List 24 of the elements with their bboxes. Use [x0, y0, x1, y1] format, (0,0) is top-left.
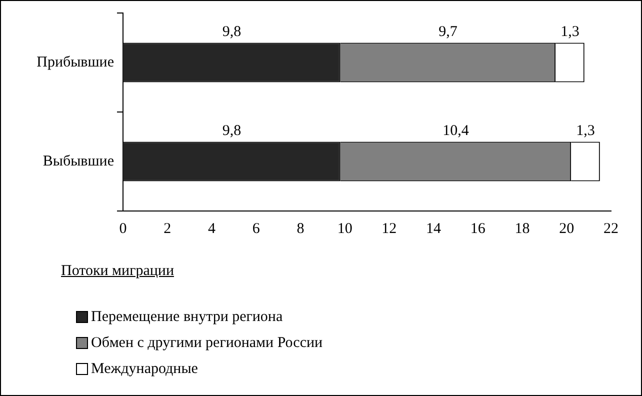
- data-label: 1,3: [560, 24, 580, 40]
- x-tick-label: 2: [164, 220, 172, 237]
- data-label: 9,8: [222, 123, 242, 140]
- data-label: 9,8: [222, 24, 242, 40]
- x-tick-label: 8: [296, 220, 304, 237]
- data-label: 10,4: [442, 123, 470, 140]
- legend-label: Перемещение внутри региона: [91, 308, 283, 326]
- x-tick-label: 16: [470, 220, 486, 237]
- legend-label: Международные: [91, 360, 198, 378]
- x-tick-label: 10: [337, 220, 352, 237]
- x-tick-label: 6: [252, 220, 260, 237]
- legend-title: Потоки миграции: [61, 263, 175, 280]
- data-label: 9,7: [438, 24, 458, 40]
- x-tick-label: 0: [119, 220, 127, 237]
- x-tick-label: 12: [382, 220, 397, 237]
- y-tick-label: Прибывшие: [36, 54, 114, 70]
- legend-label: Обмен с другими регионами России: [91, 334, 323, 352]
- x-tick-label: 4: [208, 220, 216, 237]
- x-tick-label: 14: [426, 220, 442, 237]
- x-tick-label: 18: [514, 220, 530, 237]
- y-tick-label: Выбывшие: [42, 153, 114, 170]
- x-tick-label: 22: [604, 220, 618, 237]
- x-tick-label: 20: [559, 220, 574, 237]
- data-label: 1,3: [576, 123, 595, 140]
